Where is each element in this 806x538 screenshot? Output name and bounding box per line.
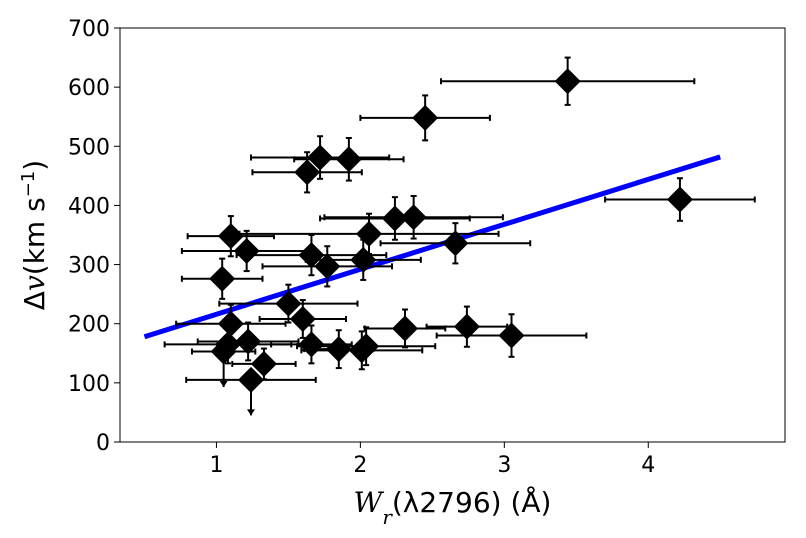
y-tick-label: 100 [68, 372, 110, 397]
y-axis-label-delta: Δ [18, 291, 51, 310]
diamond-marker [400, 204, 427, 231]
x-tick-label: 2 [353, 453, 367, 478]
data-point [304, 238, 422, 281]
data-point [323, 194, 504, 240]
data-point [185, 366, 317, 416]
data-point [196, 321, 300, 362]
x-tick-label: 3 [497, 453, 511, 478]
diamond-marker [235, 328, 262, 355]
data-point [261, 245, 394, 288]
data-point [180, 257, 264, 300]
diamond-marker [381, 205, 408, 232]
upper-limit-arrow [246, 409, 255, 416]
diamond-marker [307, 144, 334, 171]
data-point [319, 196, 471, 241]
data-point [439, 56, 696, 106]
y-tick-label: 700 [68, 17, 110, 42]
diamond-marker [209, 265, 236, 292]
diamond-marker [666, 186, 693, 213]
data-point [363, 308, 447, 349]
diamond-marker [217, 310, 244, 337]
diamond-marker [453, 313, 480, 340]
data-point [258, 299, 347, 339]
y-tick-label: 600 [68, 76, 110, 101]
diamond-marker [294, 159, 321, 186]
upper-limit-arrow [219, 380, 228, 387]
diamond-marker [325, 336, 352, 363]
diamond-marker [412, 104, 439, 131]
diamond-marker [217, 223, 244, 250]
y-tick-label: 400 [68, 194, 110, 219]
diamond-marker [353, 333, 380, 360]
y-tick-label: 200 [68, 313, 110, 338]
data-point [604, 177, 756, 222]
diamond-marker [442, 230, 469, 257]
diamond-marker [498, 322, 525, 349]
data-point [249, 135, 391, 180]
x-axis-label: Wr(λ2796) (Å) [354, 485, 552, 529]
diamond-marker [392, 315, 418, 342]
diamond-marker [314, 253, 341, 280]
y-axis-label: Δv(km s−1) [18, 160, 52, 310]
x-axis-label-var: W [354, 486, 385, 519]
data-point [379, 222, 532, 265]
data-point [359, 94, 491, 142]
diamond-marker [250, 350, 277, 377]
y-axis-label-sup: −1 [18, 171, 39, 198]
data-point [190, 338, 257, 387]
data-point [293, 137, 405, 182]
data-point [435, 313, 588, 358]
diamond-marker [335, 146, 362, 173]
diamond-marker [350, 246, 377, 273]
diamond-marker [237, 366, 264, 393]
plot-frame [119, 27, 786, 443]
y-axis-label-close: ) [18, 160, 51, 171]
data-point [296, 326, 437, 367]
x-axis-label-rest: (λ2796) (Å) [392, 485, 552, 519]
data-point [425, 305, 509, 348]
diamond-marker [554, 68, 581, 95]
y-axis-label-rest: (km s [18, 197, 51, 275]
x-tick-label: 4 [641, 453, 655, 478]
diamond-marker [233, 237, 260, 264]
x-tick-label: 1 [209, 453, 223, 478]
y-tick-label: 0 [96, 431, 110, 456]
data-point [186, 215, 276, 258]
fit-line [143, 154, 721, 340]
diamond-marker [298, 242, 325, 269]
data-point [218, 283, 359, 324]
y-tick-label: 500 [68, 135, 110, 160]
x-axis-label-sub: r [382, 505, 393, 529]
y-axis-label-var: v [18, 275, 51, 291]
data-point [231, 347, 297, 381]
diamond-marker [275, 290, 302, 317]
diamond-marker [210, 338, 237, 365]
data-point [251, 151, 363, 194]
diamond-marker [356, 220, 383, 247]
y-tick-label: 300 [68, 254, 110, 279]
